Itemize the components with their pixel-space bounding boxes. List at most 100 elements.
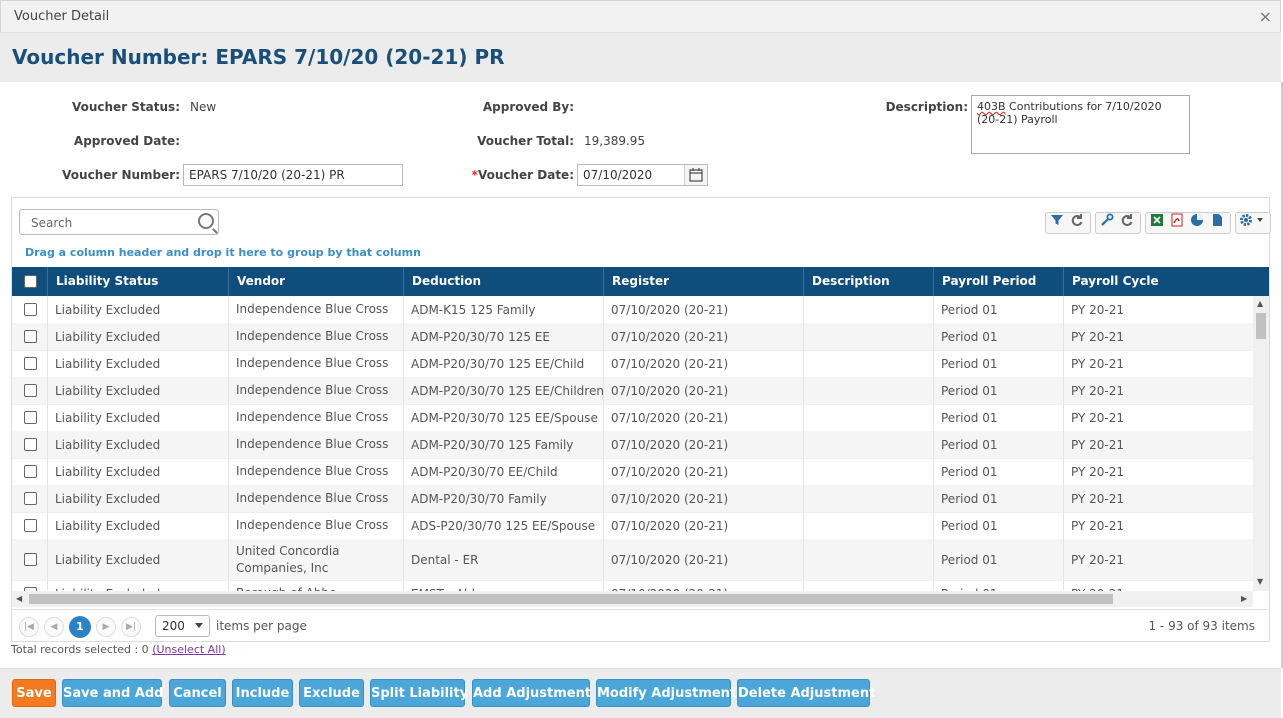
cell-payroll-period: Period 01	[933, 296, 1063, 323]
scroll-left-icon[interactable]: ◀	[16, 594, 23, 603]
horizontal-scrollbar[interactable]: ◀ ▶	[12, 591, 1253, 607]
table-row[interactable]: Liability Excluded Independence Blue Cros…	[12, 377, 1253, 405]
required-asterisk: *	[471, 168, 478, 182]
cell-description	[803, 377, 933, 404]
table-row[interactable]: Liability Excluded Independence Blue Cros…	[12, 485, 1253, 513]
cell-description	[803, 485, 933, 512]
description-prefix: 403B	[977, 100, 1006, 113]
table-row[interactable]: Liability Excluded Independence Blue Cros…	[12, 512, 1253, 540]
scroll-right-icon[interactable]: ▶	[1241, 594, 1248, 603]
cell-payroll-period: Period 01	[933, 512, 1063, 539]
col-register[interactable]: Register	[603, 267, 804, 296]
table-row[interactable]: Liability Excluded Independence Blue Cros…	[12, 296, 1253, 324]
document-icon[interactable]	[1208, 213, 1226, 233]
row-checkbox[interactable]	[24, 438, 37, 451]
save-button[interactable]: Save	[12, 679, 56, 707]
row-checkbox[interactable]	[24, 519, 37, 532]
voucher-date-input[interactable]: 07/10/2020	[577, 164, 708, 186]
cell-payroll-period: Period 01	[933, 323, 1063, 350]
cell-payroll-cycle: PY 20-21	[1063, 539, 1253, 580]
cell-deduction: ADM-P20/30/70 125 EE/Child	[403, 350, 603, 377]
vertical-scrollbar[interactable]: ▲ ▼	[1253, 296, 1269, 591]
select-all-checkbox[interactable]	[24, 275, 37, 288]
row-checkbox[interactable]	[24, 303, 37, 316]
cell-payroll-cycle: PY 20-21	[1063, 323, 1253, 350]
split-liability-button[interactable]: Split Liability	[370, 679, 468, 707]
search-icon[interactable]	[198, 213, 214, 229]
table-row[interactable]: Liability Excluded Independence Blue Cros…	[12, 323, 1253, 351]
row-checkbox[interactable]	[24, 492, 37, 505]
row-checkbox[interactable]	[24, 330, 37, 343]
table-row[interactable]: Liability Excluded Independence Blue Cros…	[12, 404, 1253, 432]
voucher-number-input[interactable]: EPARS 7/10/20 (20-21) PR	[183, 164, 403, 186]
cell-payroll-period: Period 01	[933, 458, 1063, 485]
gear-icon[interactable]	[1238, 213, 1266, 233]
row-checkbox[interactable]	[24, 384, 37, 397]
scroll-down-icon[interactable]: ▼	[1257, 577, 1264, 586]
row-checkbox[interactable]	[24, 357, 37, 370]
cell-deduction: ADS-P20/30/70 125 EE/Spouse	[403, 512, 603, 539]
cell-deduction: ADM-P20/30/70 125 EE/Children	[403, 377, 604, 404]
export-group	[1145, 212, 1231, 234]
table-row[interactable]: Liability ExcludedBorough of AbbeEMST - …	[12, 580, 1253, 591]
modify-adjustment-button[interactable]: Modify Adjustment	[596, 679, 736, 707]
items-per-page-label: items per page	[216, 619, 307, 633]
col-payroll-period[interactable]: Payroll Period	[933, 267, 1064, 296]
grid-toolbar	[1045, 212, 1275, 234]
filter-icon[interactable]	[1048, 213, 1066, 233]
calendar-icon[interactable]	[684, 165, 707, 185]
cell-description	[803, 458, 933, 485]
dialog-scroll-edge	[1281, 82, 1283, 668]
page-header: Voucher Number: EPARS 7/10/20 (20-21) PR	[0, 33, 1281, 82]
cell-liability-status: Liability Excluded	[47, 404, 228, 431]
row-checkbox[interactable]	[24, 465, 37, 478]
wrench-icon[interactable]	[1098, 213, 1116, 233]
vertical-scroll-thumb[interactable]	[1256, 313, 1266, 339]
prev-page-icon[interactable]: ◀	[44, 617, 64, 637]
col-liability-status[interactable]: Liability Status	[47, 267, 229, 296]
table-row[interactable]: Liability Excluded Independence Blue Cros…	[12, 458, 1253, 486]
next-page-icon[interactable]: ▶	[96, 617, 116, 637]
scroll-up-icon[interactable]: ▲	[1257, 299, 1264, 308]
page-size-select[interactable]: 200	[155, 615, 210, 637]
delete-adjustment-button[interactable]: Delete Adjustment	[737, 679, 875, 707]
col-payroll-cycle[interactable]: Payroll Cycle	[1063, 267, 1244, 296]
reset-layout-icon[interactable]	[1118, 213, 1136, 233]
reset-filter-icon[interactable]	[1068, 213, 1086, 233]
row-checkbox[interactable]	[24, 587, 37, 591]
cell-vendor: Independence Blue Cross	[228, 512, 403, 539]
liability-grid: Search Drag a column header and drop it …	[11, 197, 1271, 642]
exclude-button[interactable]: Exclude	[299, 679, 364, 707]
cancel-button[interactable]: Cancel	[169, 679, 226, 707]
row-checkbox[interactable]	[24, 411, 37, 424]
cell-deduction: ADM-P20/30/70 125 EE/Spouse	[403, 404, 603, 431]
col-vendor[interactable]: Vendor	[228, 267, 404, 296]
current-page[interactable]: 1	[69, 616, 91, 638]
table-row[interactable]: Liability Excluded Independence Blue Cros…	[12, 350, 1253, 378]
row-checkbox[interactable]	[24, 553, 37, 566]
cell-liability-status: Liability Excluded	[47, 539, 228, 580]
chart-icon[interactable]	[1188, 213, 1206, 233]
pdf-icon[interactable]	[1168, 213, 1186, 233]
description-textarea[interactable]: 403B Contributions for 7/10/2020 (20-21)…	[971, 95, 1190, 154]
unselect-all-link[interactable]: (Unselect All)	[152, 643, 226, 656]
close-icon[interactable]: ×	[1258, 7, 1272, 26]
table-row[interactable]: Liability Excluded United Concordia Compa…	[12, 539, 1253, 581]
voucher-number-label: Voucher Number:	[62, 168, 180, 182]
first-page-icon[interactable]: |◀	[19, 617, 39, 637]
cell-register: 07/10/2020 (20-21)	[603, 323, 803, 350]
table-row[interactable]: Liability Excluded Independence Blue Cros…	[12, 431, 1253, 459]
add-adjustment-button[interactable]: Add Adjustment	[472, 679, 591, 707]
col-description[interactable]: Description	[803, 267, 934, 296]
save-and-add-button[interactable]: Save and Add	[62, 679, 163, 707]
last-page-icon[interactable]: ▶|	[121, 617, 141, 637]
cell-description	[803, 512, 933, 539]
cell-register: 07/10/2020 (20-21)	[603, 404, 803, 431]
cell-deduction: ADM-K15 125 Family	[403, 296, 603, 323]
col-deduction[interactable]: Deduction	[403, 267, 604, 296]
include-button[interactable]: Include	[232, 679, 293, 707]
chevron-down-icon	[195, 623, 203, 628]
horizontal-scroll-thumb[interactable]	[29, 594, 1113, 604]
excel-icon[interactable]	[1148, 213, 1166, 233]
search-input[interactable]: Search	[19, 209, 219, 235]
